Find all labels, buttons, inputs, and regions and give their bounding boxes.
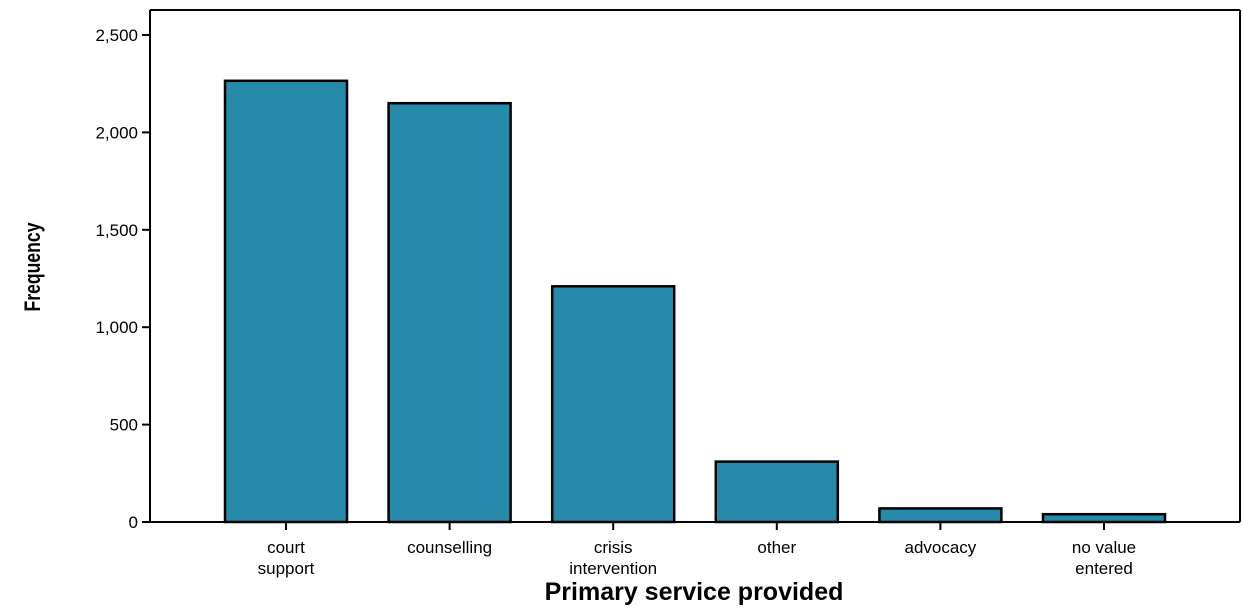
x-tick-label: crisis intervention <box>569 538 657 578</box>
bar-5 <box>1041 512 1167 524</box>
y-tick-label: 500 <box>110 416 138 435</box>
plot-frame <box>149 9 1241 523</box>
x-tick-label: advocacy <box>904 538 976 557</box>
bars-group <box>223 79 1167 524</box>
bar-3 <box>714 460 840 524</box>
x-tick-label: counselling <box>407 538 492 557</box>
bar-1 <box>387 101 512 524</box>
x-axis-ticks: court support counselling crisis interventio… <box>258 522 1136 578</box>
y-tick-label: 1,000 <box>95 318 138 337</box>
y-axis-ticks: 0 500 1,000 1,500 2,000 2,500 <box>95 26 150 532</box>
y-tick-label: 2,500 <box>95 26 138 45</box>
y-tick-label: 1,500 <box>95 221 138 240</box>
x-tick-label: court support <box>258 538 315 578</box>
x-axis-label: Primary service provided <box>545 578 844 606</box>
bar-2 <box>550 285 676 524</box>
x-tick-label: no value entered <box>1072 538 1136 578</box>
x-tick-label: other <box>757 538 796 557</box>
bar-4 <box>878 507 1003 524</box>
y-tick-label: 0 <box>129 513 138 532</box>
y-axis-label: Frequency <box>21 223 45 312</box>
bar-0 <box>223 79 349 524</box>
y-tick-label: 2,000 <box>95 123 138 142</box>
